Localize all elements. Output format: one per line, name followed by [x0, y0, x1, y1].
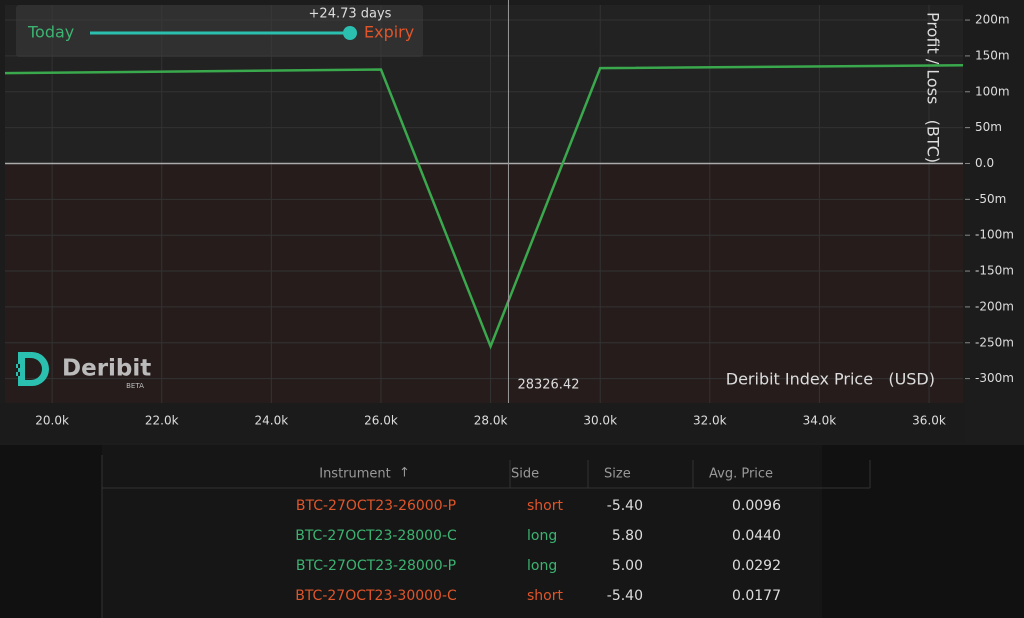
table-cell: long [527, 528, 557, 544]
slider-box [16, 5, 423, 57]
logo-icon [16, 352, 49, 386]
x-tick-label: 28.0k [474, 414, 508, 428]
x-tick-label: 20.0k [35, 414, 69, 428]
pnl-line [4, 63, 964, 350]
table-cell: 5.80 [612, 528, 643, 544]
table-cell: BTC-27OCT23-26000-P [296, 498, 456, 514]
x-axis-title: Deribit Index Price (USD) [726, 370, 935, 389]
x-tick-label: 22.0k [145, 414, 179, 428]
sort-icon: ↑ [399, 466, 410, 481]
x-tick-label: 32.0k [693, 414, 727, 428]
y-tick-label: 100m [975, 84, 1010, 98]
table: Instrument Side Size Avg. Price ↑ BTC-27OCT23… [295, 466, 781, 605]
table-cell: 0.0440 [732, 528, 781, 544]
y-tick-label: 0.0 [975, 156, 994, 170]
slider-right: Expiry [364, 23, 414, 42]
x-tick-label: 36.0k [912, 414, 946, 428]
table-cell: 0.0292 [732, 558, 781, 574]
y-tick-label: 50m [975, 120, 1002, 134]
table-cell: BTC-27OCT23-28000-C [295, 528, 457, 544]
y-tick-label: -200m [975, 299, 1014, 313]
x-axis-band [0, 403, 965, 443]
column-header: Instrument [319, 467, 391, 482]
y-tick-label: 150m [975, 48, 1010, 62]
column-header: Size [604, 467, 631, 482]
x-tick-label: 34.0k [803, 414, 837, 428]
slider-knob[interactable] [343, 26, 357, 40]
column-header: Avg. Price [709, 467, 773, 482]
table-cell: long [527, 558, 557, 574]
y-axis-title: Profit / Loss (BTC) [924, 12, 943, 163]
x-tick-label: 24.0k [255, 414, 289, 428]
y-tick-label: -50m [975, 192, 1006, 206]
y-tick-label: 200m [975, 13, 1010, 27]
table-cell: 0.0177 [732, 588, 781, 604]
x-tick-label: 26.0k [364, 414, 398, 428]
table-cell: BTC-27OCT23-28000-P [296, 558, 456, 574]
y-tick-label: -250m [975, 335, 1014, 349]
slider-label: +24.73 days [309, 7, 392, 22]
table-cell: short [527, 498, 563, 514]
plot: 20.0k 22.0k 24.0k 26.0k 28.0k 30.0k 32.0k 34.0k… [0, 0, 1014, 443]
crosshair-label: 28326.42 [517, 378, 579, 393]
y-tick-label: -100m [975, 228, 1014, 242]
table-panel [102, 445, 822, 618]
table-cell: 0.0096 [732, 498, 781, 514]
logo-name: Deribit [62, 356, 151, 382]
table-cell: BTC-27OCT23-30000-C [295, 588, 457, 604]
table-cell: -5.40 [607, 498, 643, 514]
table-cell: -5.40 [607, 588, 643, 604]
table-cell: 5.00 [612, 558, 643, 574]
logo-badge: BETA [126, 382, 144, 390]
y-tick-label: -150m [975, 264, 1014, 278]
overlay: +24.73 days Today Expiry Deribit BETA De… [16, 5, 943, 390]
y-tick-label: -300m [975, 371, 1014, 385]
x-tick-label: 30.0k [583, 414, 617, 428]
table-cell: short [527, 588, 563, 604]
column-header: Side [511, 467, 539, 482]
loss-area [5, 163, 963, 403]
slider-left: Today [27, 23, 74, 42]
